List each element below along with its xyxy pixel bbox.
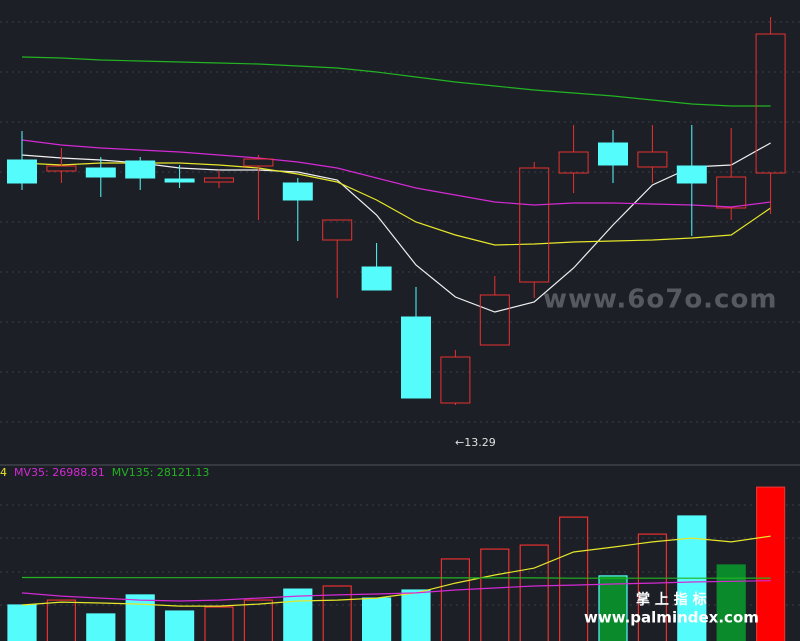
annotation: ←13.29: [455, 436, 496, 449]
candle: [125, 157, 156, 190]
candle-body: [282, 182, 313, 201]
volume-bar: [637, 533, 668, 641]
volume-bar: [165, 610, 195, 641]
candle: [401, 287, 431, 399]
candle-body: [440, 356, 471, 404]
candle: [85, 157, 116, 197]
volume-bar: [7, 604, 37, 641]
candle-body: [676, 165, 707, 184]
ma-line: [22, 576, 771, 579]
candle: [440, 350, 471, 405]
volume-bar: [243, 599, 273, 641]
volume-bar: [283, 588, 313, 641]
candle-body: [755, 33, 786, 174]
candle-body: [322, 219, 353, 241]
candle-body: [243, 158, 274, 167]
candle-body: [204, 177, 234, 183]
candle-body: [7, 159, 37, 184]
volume-bar: [204, 606, 234, 641]
watermark: www.6o7o.com: [543, 285, 777, 315]
watermark-cn: 掌 上 指 标: [636, 591, 707, 608]
volume-bar: [401, 589, 431, 641]
candle-body: [46, 165, 77, 172]
candle: [361, 243, 392, 291]
volume-bar: [46, 599, 77, 641]
candle: [7, 131, 37, 190]
candle-body: [558, 151, 589, 174]
volume-bar: [716, 564, 746, 641]
watermark: www.palmindex.com: [584, 609, 759, 627]
candle-body: [598, 142, 628, 166]
candle-body: [85, 167, 116, 178]
candle: [637, 125, 668, 183]
volume-bar: [519, 544, 549, 641]
candle: [598, 130, 628, 183]
ma-line: [21, 56, 771, 107]
candle: [46, 148, 77, 183]
candle-body: [637, 151, 668, 168]
candle-body: [164, 178, 195, 183]
ma-line: [21, 580, 771, 602]
volume-bar: [362, 597, 392, 641]
volume-bar: [86, 613, 116, 641]
candle: [519, 162, 550, 298]
candle: [282, 178, 313, 241]
candle: [322, 219, 353, 298]
candle: [479, 276, 510, 346]
candle-body: [401, 316, 431, 399]
candle: [558, 125, 589, 193]
volume-bar: [322, 585, 352, 641]
volume-bar: [755, 486, 786, 641]
candle: [676, 125, 707, 236]
candle: [716, 128, 747, 220]
legend-entry: MV35: 26988.81: [14, 466, 105, 479]
ma-line: [21, 139, 771, 208]
volume-bar: [125, 594, 155, 641]
ma-line: [21, 535, 771, 607]
candle-body: [125, 160, 156, 179]
candle-body: [361, 266, 392, 291]
candle-body: [519, 167, 550, 283]
volume-bar: [558, 516, 589, 641]
candle-body: [716, 176, 747, 209]
legend-entry: 4: [0, 466, 7, 479]
candle-body: [479, 294, 510, 346]
legend-entry: MV135: 28121.13: [112, 466, 210, 479]
volume-bar: [440, 558, 470, 641]
candle: [204, 170, 234, 188]
candle: [755, 17, 786, 214]
candle: [243, 155, 274, 220]
candle: [164, 165, 195, 188]
volume-bar: [598, 575, 628, 641]
volume-bar: [480, 548, 510, 641]
